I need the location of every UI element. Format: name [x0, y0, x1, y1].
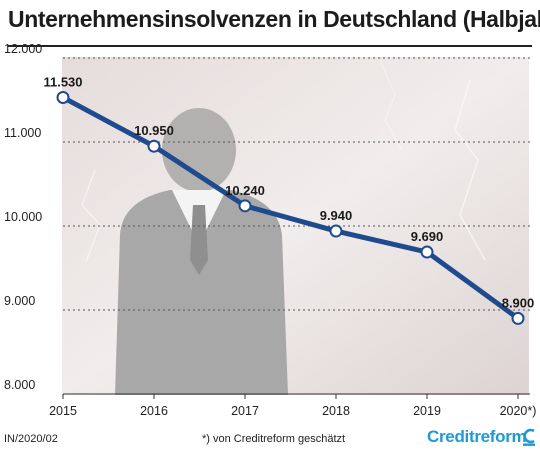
data-label: 9.940 [320, 208, 353, 223]
data-label: 10.240 [225, 183, 265, 198]
y-tick-label: 10.000 [4, 210, 42, 224]
brand-logo-text: Creditreform [427, 427, 527, 446]
x-tick-label: 2016 [140, 404, 168, 418]
x-tick-label: 2017 [231, 404, 259, 418]
title-divider [8, 45, 532, 47]
x-tick-label: 2020*) [500, 404, 537, 418]
estimate-footnote: *) von Creditreform geschätzt [202, 433, 346, 445]
data-point [147, 139, 161, 153]
data-point [56, 90, 70, 104]
chart-title: Unternehmensinsolvenzen in Deutschland (… [8, 6, 540, 32]
series-line [60, 94, 521, 321]
x-tick-label: 2018 [322, 404, 350, 418]
data-point [511, 311, 525, 325]
x-tick-label: 2019 [413, 404, 441, 418]
data-label: 8.900 [502, 295, 535, 310]
data-label: 10.950 [134, 123, 174, 138]
y-tick-label: 11.000 [4, 126, 41, 140]
axes: 8.000 9.000 10.000 11.000 12.000 2015 2016 2017… [4, 42, 536, 418]
person-silhouette [115, 108, 288, 395]
y-tick-label: 9.000 [4, 294, 35, 308]
data-point [329, 224, 343, 238]
series: 11.530 10.950 10.240 9.940 9.690 8.900 [43, 74, 535, 325]
y-tick-label: 8.000 [4, 378, 35, 392]
creditreform-logo-icon [523, 428, 535, 446]
data-label: 11.530 [43, 74, 82, 89]
y-tick-label: 12.000 [4, 42, 42, 56]
data-point [238, 199, 252, 213]
source-code: IN/2020/02 [4, 433, 58, 445]
data-label: 9.690 [411, 229, 444, 244]
data-point [420, 245, 434, 259]
x-tick-label: 2015 [49, 404, 77, 418]
